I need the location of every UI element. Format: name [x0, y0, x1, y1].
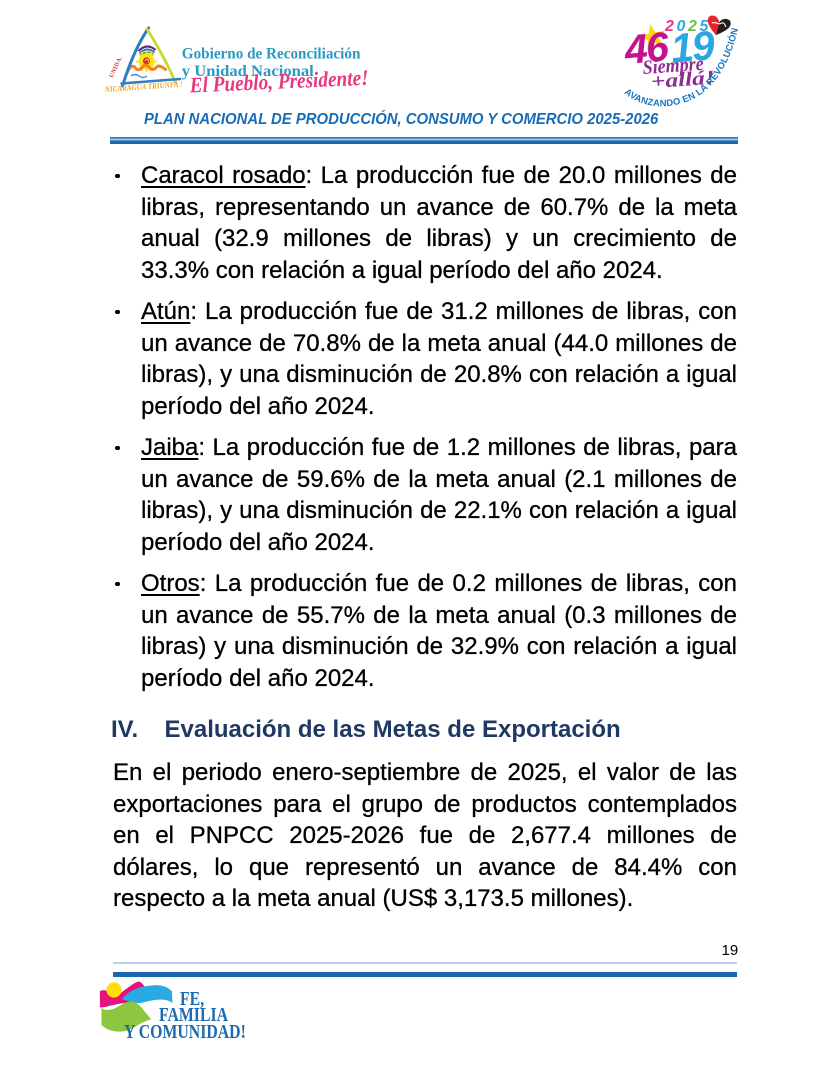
svg-text:5: 5	[700, 18, 710, 35]
svg-text:UNIDA.: UNIDA.	[109, 55, 124, 79]
svg-text:2: 2	[664, 18, 674, 35]
svg-text:46: 46	[622, 23, 672, 73]
svg-text:0: 0	[677, 18, 686, 35]
svg-text:Siempre: Siempre	[642, 53, 704, 79]
svg-text:19: 19	[669, 22, 717, 72]
svg-text:y Unidad Nacional: y Unidad Nacional	[182, 63, 315, 80]
svg-text:2: 2	[687, 18, 697, 35]
svg-text:Gobierno de Reconciliación: Gobierno de Reconciliación	[182, 46, 361, 63]
svg-text:NICARAGUA TRIUNFA !: NICARAGUA TRIUNFA !	[104, 80, 183, 94]
svg-text:+allá!: +allá!	[650, 67, 715, 93]
